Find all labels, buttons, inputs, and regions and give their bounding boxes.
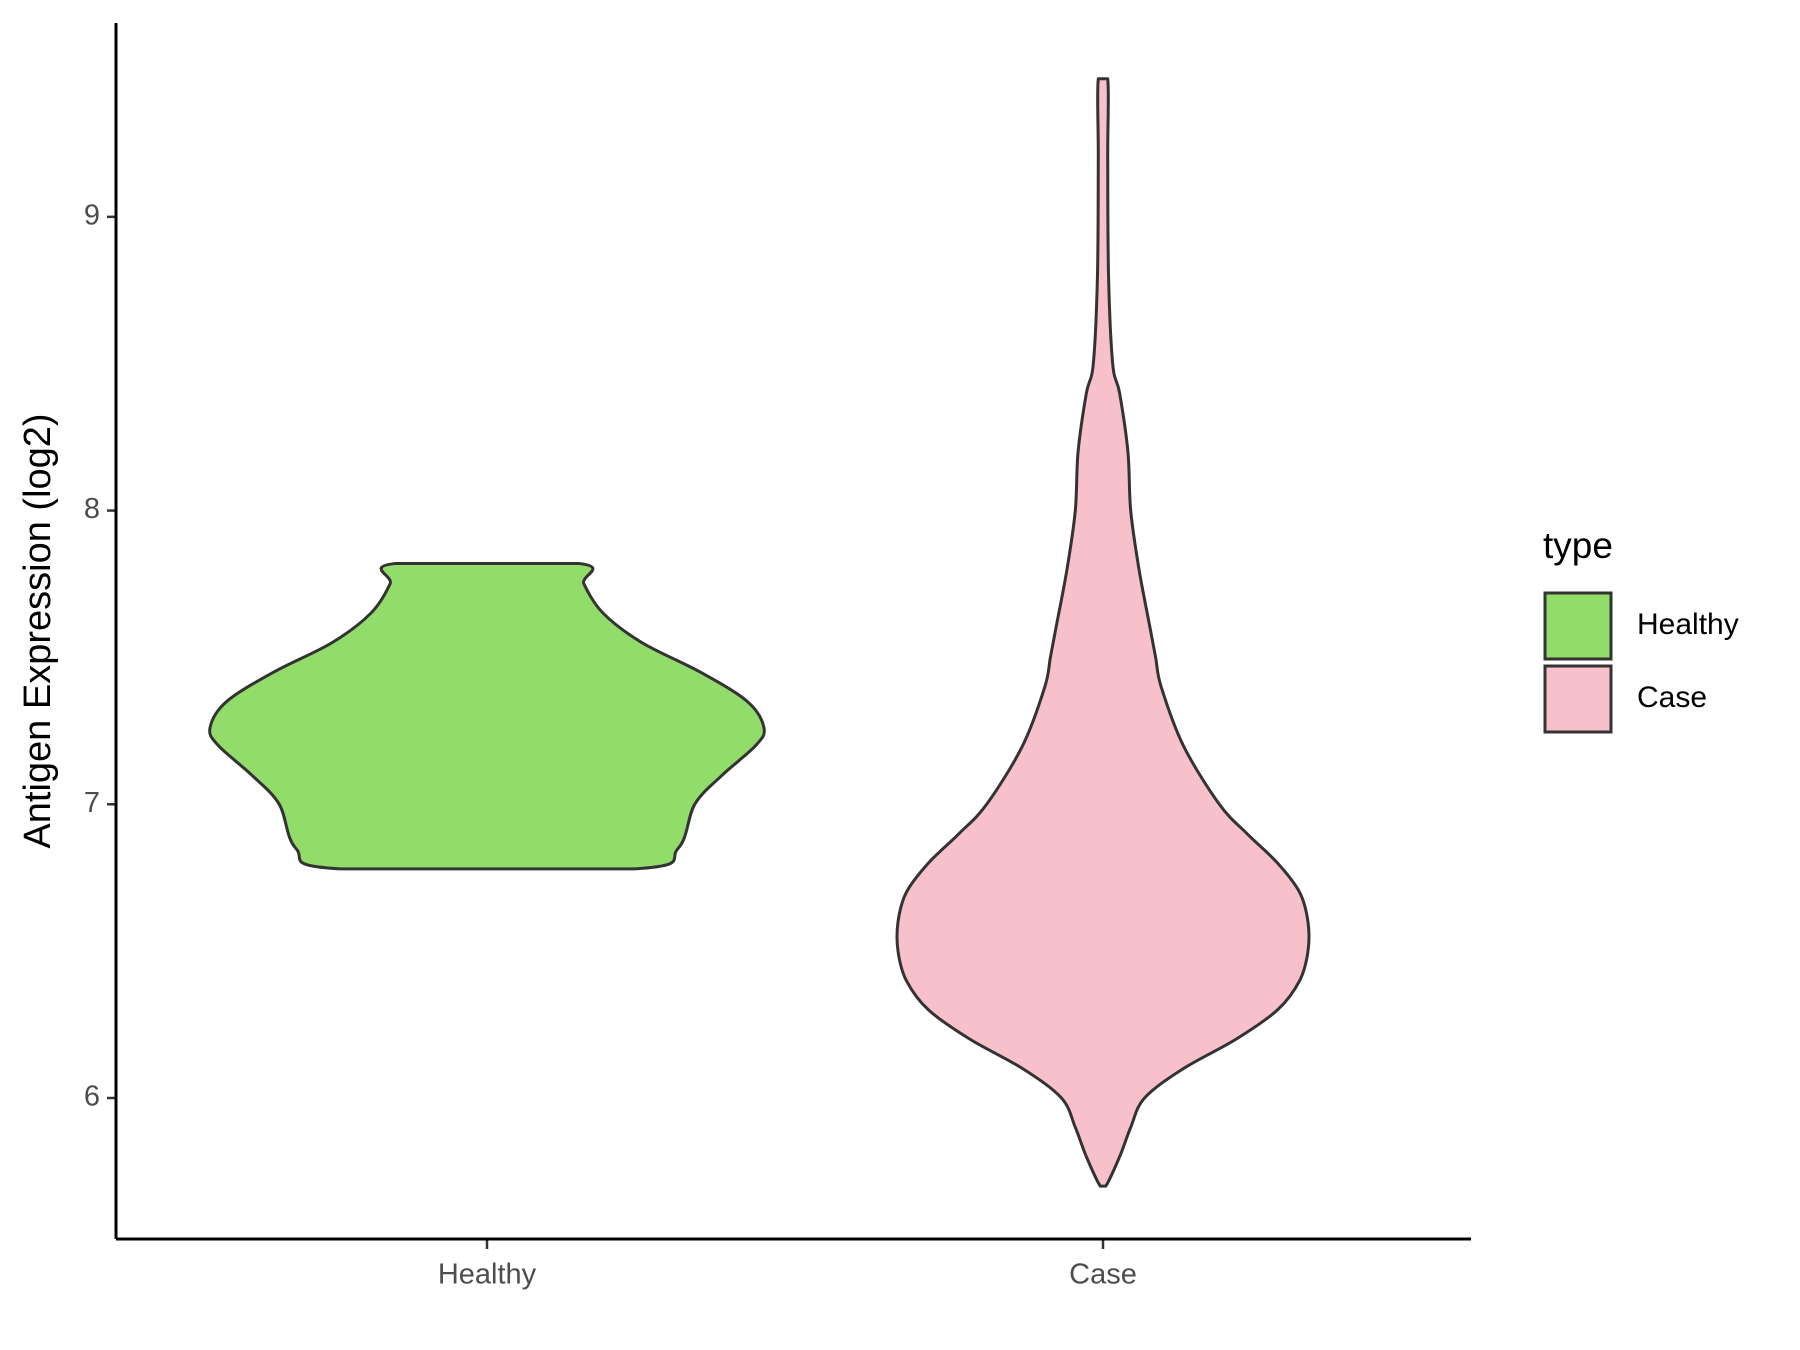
- y-tick-label: 7: [84, 787, 100, 819]
- legend-key: [1543, 664, 1613, 734]
- x-tick-label: Healthy: [438, 1259, 537, 1291]
- legend-title: type: [1543, 525, 1613, 566]
- violin: [208, 561, 766, 871]
- y-tick-label: 9: [84, 200, 100, 232]
- legend-key: [1543, 591, 1613, 661]
- legend-label: Case: [1637, 681, 1707, 714]
- x-tick-label: Case: [1069, 1259, 1137, 1291]
- y-axis-label: Antigen Expression (log2): [17, 413, 59, 848]
- y-tick-label: 6: [84, 1081, 100, 1113]
- legend-label: Healthy: [1637, 608, 1739, 641]
- y-tick-label: 8: [84, 493, 100, 525]
- violin: [895, 77, 1311, 1188]
